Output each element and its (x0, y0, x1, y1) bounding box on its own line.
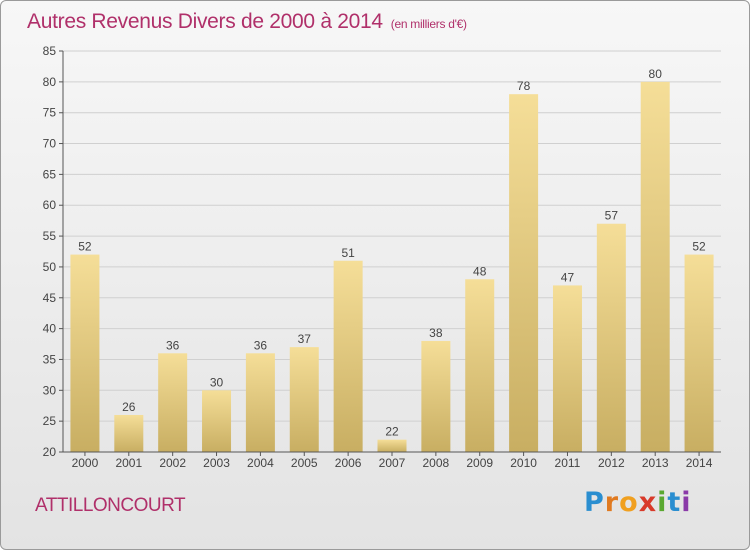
y-tick-label: 70 (43, 137, 57, 151)
chart-title: Autres Revenus Divers de 2000 à 2014 (en … (27, 10, 467, 34)
value-label: 52 (78, 240, 92, 254)
value-label: 48 (473, 264, 487, 278)
y-tick-label: 20 (43, 445, 57, 459)
bar-2011 (552, 285, 582, 452)
value-label: 37 (298, 332, 312, 346)
bar-2004 (245, 353, 275, 452)
axes (59, 50, 721, 456)
bar-2009 (465, 279, 495, 452)
bar-2000 (70, 254, 100, 452)
proxiti-logo[interactable]: Proxiti (584, 487, 692, 518)
value-label: 52 (692, 240, 706, 254)
x-tick-label: 2004 (247, 456, 274, 470)
x-tick-label: 2008 (423, 456, 450, 470)
bar-2014 (684, 254, 714, 452)
bar-2003 (202, 390, 232, 452)
x-tick-label: 2014 (686, 456, 713, 470)
x-tick-label: 2009 (466, 456, 493, 470)
value-label: 80 (649, 67, 663, 81)
bar-2010 (509, 94, 539, 452)
y-tick-label: 30 (43, 383, 57, 397)
y-tick-label: 45 (43, 291, 57, 305)
x-tick-label: 2007 (379, 456, 406, 470)
y-tick-label: 25 (43, 414, 57, 428)
y-tick-label: 55 (43, 229, 57, 243)
x-tick-label: 2000 (72, 456, 99, 470)
x-tick-label: 2012 (598, 456, 625, 470)
x-tick-label: 2003 (203, 456, 230, 470)
x-tick-label: 2002 (159, 456, 186, 470)
value-label: 38 (429, 326, 443, 340)
value-label: 47 (561, 270, 575, 284)
value-label: 51 (341, 246, 355, 260)
y-tick-label: 65 (43, 167, 57, 181)
value-label: 22 (385, 425, 399, 439)
x-tick-label: 2005 (291, 456, 318, 470)
bar-2012 (596, 223, 626, 452)
y-tick-label: 80 (43, 75, 57, 89)
x-tick-label: 2010 (510, 456, 537, 470)
value-label: 26 (122, 400, 136, 414)
y-tick-label: 50 (43, 260, 57, 274)
x-tick-label: 2013 (642, 456, 669, 470)
value-label: 78 (517, 79, 531, 93)
y-tick-label: 40 (43, 322, 57, 336)
y-tick-label: 85 (43, 44, 57, 58)
x-tick-label: 2011 (555, 456, 581, 470)
x-tick-label: 2001 (115, 456, 142, 470)
value-label: 30 (210, 375, 224, 389)
bar-2007 (377, 439, 407, 452)
title-text: Autres Revenus Divers de 2000 à 2014 (27, 10, 383, 33)
bar-2013 (640, 81, 670, 452)
value-label: 36 (254, 338, 268, 352)
bars (70, 81, 714, 452)
y-tick-label: 35 (43, 352, 57, 366)
bar-2001 (114, 414, 144, 452)
bar-2008 (421, 340, 451, 452)
value-label: 57 (605, 209, 619, 223)
y-tick-label: 60 (43, 198, 57, 212)
labels: 20 25 30 35 40 45 50 55 60 65 70 75 80 85 52 2000 26 2001… (43, 44, 713, 470)
commune-name: ATTILLONCOURT (35, 495, 186, 516)
bar-2006 (333, 260, 363, 452)
value-label: 36 (166, 338, 180, 352)
title-unit: (en milliers d'€) (390, 17, 467, 31)
bar-2002 (158, 353, 188, 452)
x-tick-label: 2006 (335, 456, 362, 470)
y-tick-label: 75 (43, 106, 57, 120)
bar-2005 (289, 347, 319, 452)
